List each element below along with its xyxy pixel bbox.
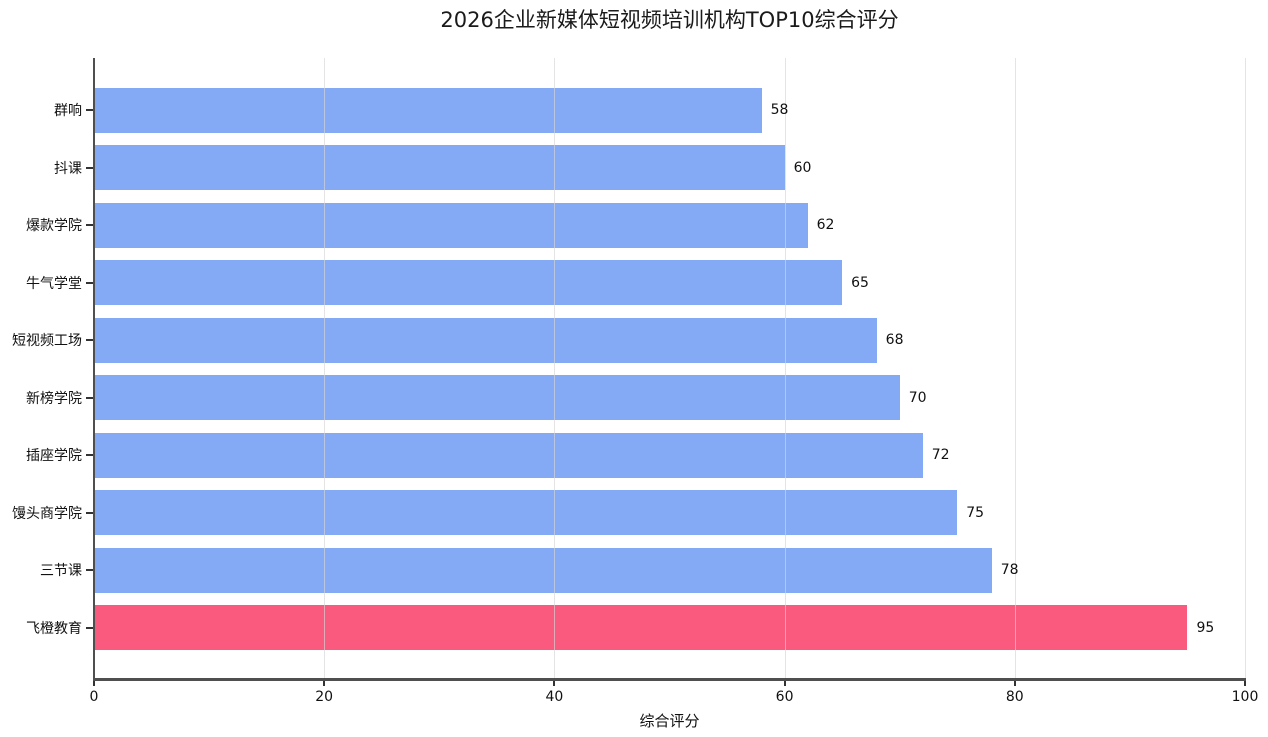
y-tick-mark [86, 166, 93, 169]
gridline [1245, 58, 1246, 678]
y-tick-mark [86, 569, 93, 572]
bar-value-label: 60 [793, 159, 812, 176]
y-axis-category-label: 群响 [54, 103, 82, 120]
y-tick-mark [86, 626, 93, 629]
x-tick-mark [1244, 680, 1246, 686]
chart-title: 2026企业新媒体短视频培训机构TOP10综合评分 [440, 8, 899, 32]
x-tick-mark [93, 680, 95, 686]
y-tick-mark [86, 454, 93, 457]
gridline [1014, 58, 1016, 678]
bar-value-label: 62 [816, 217, 835, 234]
y-axis-category-label: 三节课 [40, 563, 82, 580]
y-axis-line [93, 58, 95, 680]
x-tick-mark [553, 680, 556, 686]
bar-value-label: 68 [885, 332, 904, 349]
gridline [324, 58, 326, 678]
x-tick-label: 60 [775, 689, 794, 705]
y-tick-mark [86, 339, 93, 342]
bar-value-label: 78 [1000, 562, 1019, 579]
y-tick-mark [86, 281, 93, 284]
bar-value-label: 95 [1196, 619, 1215, 636]
x-tick-mark [323, 680, 326, 686]
y-axis-category-label: 抖课 [54, 160, 82, 177]
bar-抖课 [94, 145, 785, 191]
x-axis-label: 综合评分 [639, 712, 700, 730]
x-tick-label: 80 [1005, 689, 1024, 705]
y-tick-mark [86, 224, 93, 227]
bar-插座学院 [94, 432, 923, 478]
y-axis-category-label: 馒头商学院 [12, 505, 82, 522]
y-axis-category-label: 新榜学院 [26, 390, 82, 407]
y-axis-category-label: 飞橙教育 [26, 620, 82, 637]
x-tick-label: 0 [89, 689, 99, 705]
bar-value-label: 65 [851, 274, 869, 291]
bar-value-label: 58 [770, 102, 789, 119]
plot-area: 综合评分 58 群响 60 抖课 62 爆款学院 65 牛气学堂 68 短视频工场 70 新榜学院 72… [12, 58, 1258, 730]
bar-value-label: 72 [931, 447, 950, 464]
x-tick-label: 20 [315, 689, 334, 705]
y-tick-mark [86, 109, 93, 112]
y-axis-category-label: 短视频工场 [12, 333, 82, 350]
bar-牛气学堂 [94, 260, 843, 306]
gridline [554, 58, 556, 678]
bar-爆款学院 [94, 202, 808, 248]
x-tick-mark [783, 680, 786, 686]
y-axis-category-label: 插座学院 [26, 448, 82, 465]
bar-飞橙教育 [94, 605, 1188, 651]
x-tick-label: 40 [545, 689, 564, 705]
y-tick-mark [86, 396, 93, 399]
gridline [784, 58, 786, 678]
bar-新榜学院 [94, 375, 900, 421]
x-axis-line [93, 678, 1246, 681]
y-axis-category-label: 爆款学院 [26, 218, 82, 235]
y-axis-category-label: 牛气学堂 [26, 275, 82, 292]
y-tick-mark [86, 511, 93, 514]
bar-馒头商学院 [94, 490, 958, 536]
bar-短视频工场 [94, 317, 877, 363]
bar-value-label: 75 [966, 504, 985, 521]
bar-三节课 [94, 547, 992, 593]
x-tick-mark [1013, 680, 1016, 686]
bar-群响 [94, 87, 762, 133]
bar-value-label: 70 [908, 389, 927, 406]
x-tick-label: 100 [1231, 689, 1259, 705]
